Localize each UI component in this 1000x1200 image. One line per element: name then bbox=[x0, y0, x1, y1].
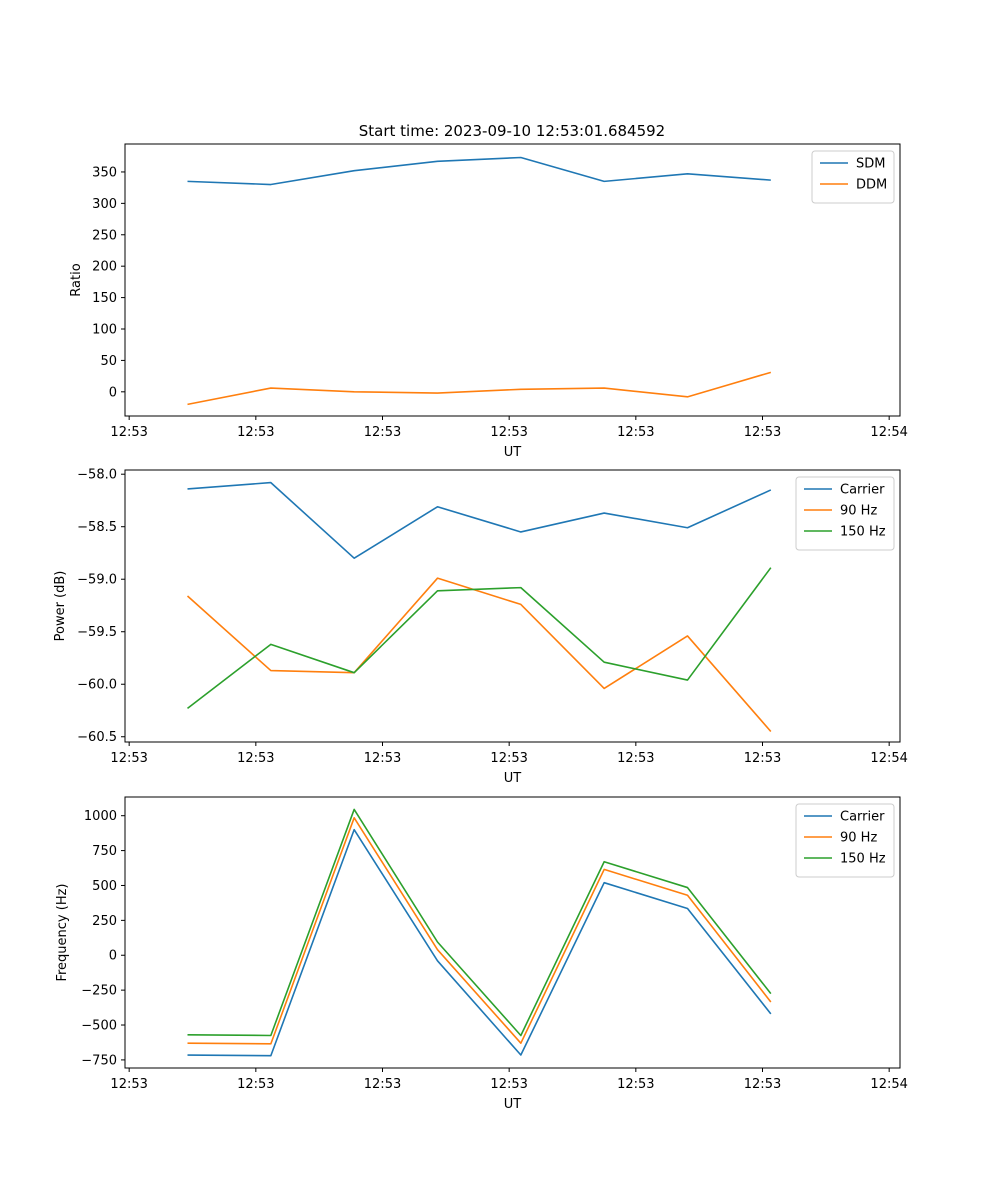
legend-label: 150 Hz bbox=[840, 525, 886, 540]
x-tick-label: 12:53 bbox=[490, 425, 527, 440]
figure-title: Start time: 2023-09-10 12:53:01.684592 bbox=[359, 122, 665, 140]
series-line-carrier bbox=[187, 828, 772, 1057]
y-axis-label: Frequency (Hz) bbox=[55, 883, 70, 981]
y-tick-label: 200 bbox=[92, 260, 117, 275]
legend-frame bbox=[811, 150, 895, 204]
series-line-ddm bbox=[187, 371, 772, 406]
x-tick-label: 12:53 bbox=[744, 1077, 781, 1092]
x-tick-label: 12:53 bbox=[110, 425, 147, 440]
y-tick-label: 300 bbox=[92, 197, 117, 212]
legend-label: DDM bbox=[856, 178, 887, 193]
legend-label: Carrier bbox=[840, 483, 885, 498]
legend: Carrier 90 Hz 150 Hz bbox=[795, 803, 895, 878]
x-tick-label: 12:54 bbox=[870, 751, 907, 766]
legend-label: SDM bbox=[856, 157, 885, 172]
y-tick-label: 250 bbox=[92, 228, 117, 243]
y-axis-label: Power (dB) bbox=[53, 571, 68, 642]
y-tick-label: 250 bbox=[92, 914, 117, 929]
x-tick-label: 12:53 bbox=[490, 751, 527, 766]
x-tick-label: 12:53 bbox=[617, 425, 654, 440]
x-tick-label: 12:53 bbox=[110, 751, 147, 766]
x-axis-label: UT bbox=[504, 771, 522, 786]
x-tick-label: 12:53 bbox=[237, 425, 274, 440]
y-tick-label: −250 bbox=[81, 984, 117, 999]
x-tick-label: 12:53 bbox=[617, 751, 654, 766]
series-line-90-hz bbox=[186, 577, 772, 733]
y-tick-label: −750 bbox=[81, 1053, 117, 1068]
y-tick-label: 500 bbox=[92, 879, 117, 894]
chart-panel-1: 12:53 12:53 12:53 12:53 12:53 12:53 12:54 0 50 10… bbox=[69, 143, 908, 460]
x-tick-label: 12:53 bbox=[237, 1077, 274, 1092]
legend-label: 90 Hz bbox=[840, 831, 877, 846]
y-tick-label: 0 bbox=[109, 949, 117, 964]
x-tick-label: 12:53 bbox=[364, 425, 401, 440]
series-line-90-hz bbox=[187, 816, 772, 1045]
x-tick-label: 12:53 bbox=[237, 751, 274, 766]
x-axis-label: UT bbox=[504, 1097, 522, 1112]
x-axis-label: UT bbox=[504, 445, 522, 460]
chart-panel-2: 12:53 12:53 12:53 12:53 12:53 12:53 12:54 −60.5… bbox=[53, 468, 908, 786]
legend: Carrier 90 Hz 150 Hz bbox=[795, 476, 895, 551]
x-tick-label: 12:53 bbox=[110, 1077, 147, 1092]
series-line-carrier bbox=[187, 481, 772, 560]
y-tick-label: 0 bbox=[109, 385, 117, 400]
y-tick-label: 1000 bbox=[84, 809, 117, 824]
x-tick-label: 12:53 bbox=[490, 1077, 527, 1092]
y-tick-label: −59.5 bbox=[77, 625, 117, 640]
chart-panel-3: 12:53 12:53 12:53 12:53 12:53 12:53 12:54 −750 −… bbox=[55, 796, 908, 1112]
y-tick-label: 750 bbox=[92, 844, 117, 859]
series-line-sdm bbox=[187, 156, 771, 186]
y-tick-label: 100 bbox=[92, 322, 117, 337]
y-tick-label: −500 bbox=[81, 1019, 117, 1034]
legend-label: Carrier bbox=[840, 810, 885, 825]
legend-label: 90 Hz bbox=[840, 504, 877, 519]
chart-panels: 12:53 12:53 12:53 12:53 12:53 12:53 12:54 0 50 10… bbox=[53, 143, 908, 1112]
y-tick-label: 150 bbox=[92, 291, 117, 306]
plot-area-frame bbox=[124, 469, 901, 743]
x-tick-label: 12:54 bbox=[870, 425, 907, 440]
series-line-150-hz bbox=[187, 808, 772, 1037]
legend: SDM DDM bbox=[811, 150, 895, 204]
x-tick-label: 12:53 bbox=[364, 751, 401, 766]
plot-area-frame bbox=[124, 143, 901, 417]
legend-label: 150 Hz bbox=[840, 852, 886, 867]
y-tick-label: 50 bbox=[100, 354, 117, 369]
y-tick-label: 350 bbox=[92, 165, 117, 180]
x-tick-label: 12:54 bbox=[870, 1077, 907, 1092]
x-tick-label: 12:53 bbox=[744, 425, 781, 440]
y-tick-label: −58.5 bbox=[77, 520, 117, 535]
y-tick-label: −59.0 bbox=[77, 573, 117, 588]
y-tick-label: −60.5 bbox=[77, 730, 117, 745]
x-tick-label: 12:53 bbox=[744, 751, 781, 766]
x-tick-label: 12:53 bbox=[617, 1077, 654, 1092]
plot-area-frame bbox=[124, 796, 901, 1069]
y-axis-label: Ratio bbox=[69, 263, 84, 296]
series-line-150-hz bbox=[187, 567, 772, 710]
y-tick-label: −60.0 bbox=[77, 678, 117, 693]
y-tick-label: −58.0 bbox=[77, 468, 117, 483]
x-tick-label: 12:53 bbox=[364, 1077, 401, 1092]
